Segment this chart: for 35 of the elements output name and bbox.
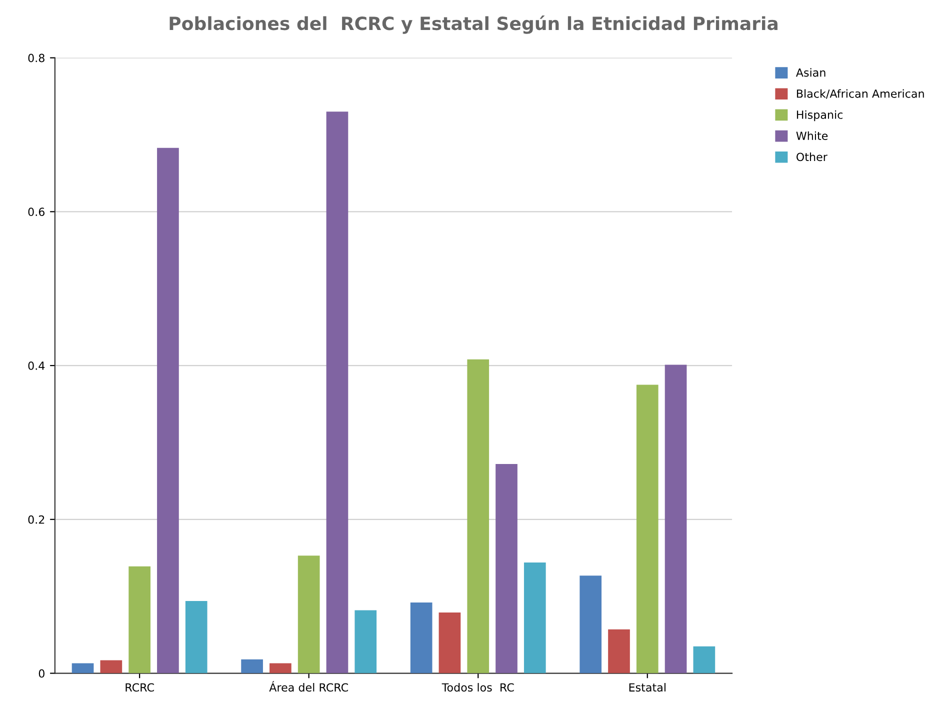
bar <box>185 600 208 674</box>
bar <box>298 556 320 674</box>
bar <box>664 364 687 674</box>
x-tick-label: Estatal <box>629 682 666 692</box>
bar <box>693 646 716 674</box>
bar <box>270 663 292 674</box>
bar <box>72 663 94 674</box>
legend-label: Hispanic <box>796 110 843 122</box>
bar <box>354 610 377 674</box>
bar <box>636 384 658 674</box>
bar <box>326 112 348 674</box>
legend-label: Other <box>796 152 828 162</box>
bar <box>580 576 602 674</box>
legend-label: Black/African American <box>796 89 924 99</box>
bar <box>608 629 630 674</box>
bar <box>524 562 546 674</box>
bar <box>410 602 432 674</box>
x-tick-label: Área del RCRC <box>269 681 348 692</box>
y-tick-label: 0.2 <box>28 515 44 524</box>
x-tick-label: RCRC <box>126 683 154 692</box>
bar <box>128 566 150 674</box>
y-tick-label: 0.4 <box>28 362 45 370</box>
bar <box>100 660 122 674</box>
y-tick-label: 0.6 <box>28 208 45 216</box>
bar <box>438 612 461 674</box>
bar <box>241 659 263 674</box>
bar <box>496 464 518 674</box>
legend-label: Asian <box>796 68 826 77</box>
y-tick-label: 0 <box>38 669 44 678</box>
legend-label: White <box>796 131 828 140</box>
x-tick-label: Todos los RC <box>442 682 514 692</box>
chart-title: Poblaciones del RCRC y Estatal Según la Etnicidad Primaria <box>170 16 778 34</box>
bar <box>467 359 490 674</box>
bar <box>157 148 179 674</box>
y-tick-label: 0.8 <box>28 54 44 62</box>
